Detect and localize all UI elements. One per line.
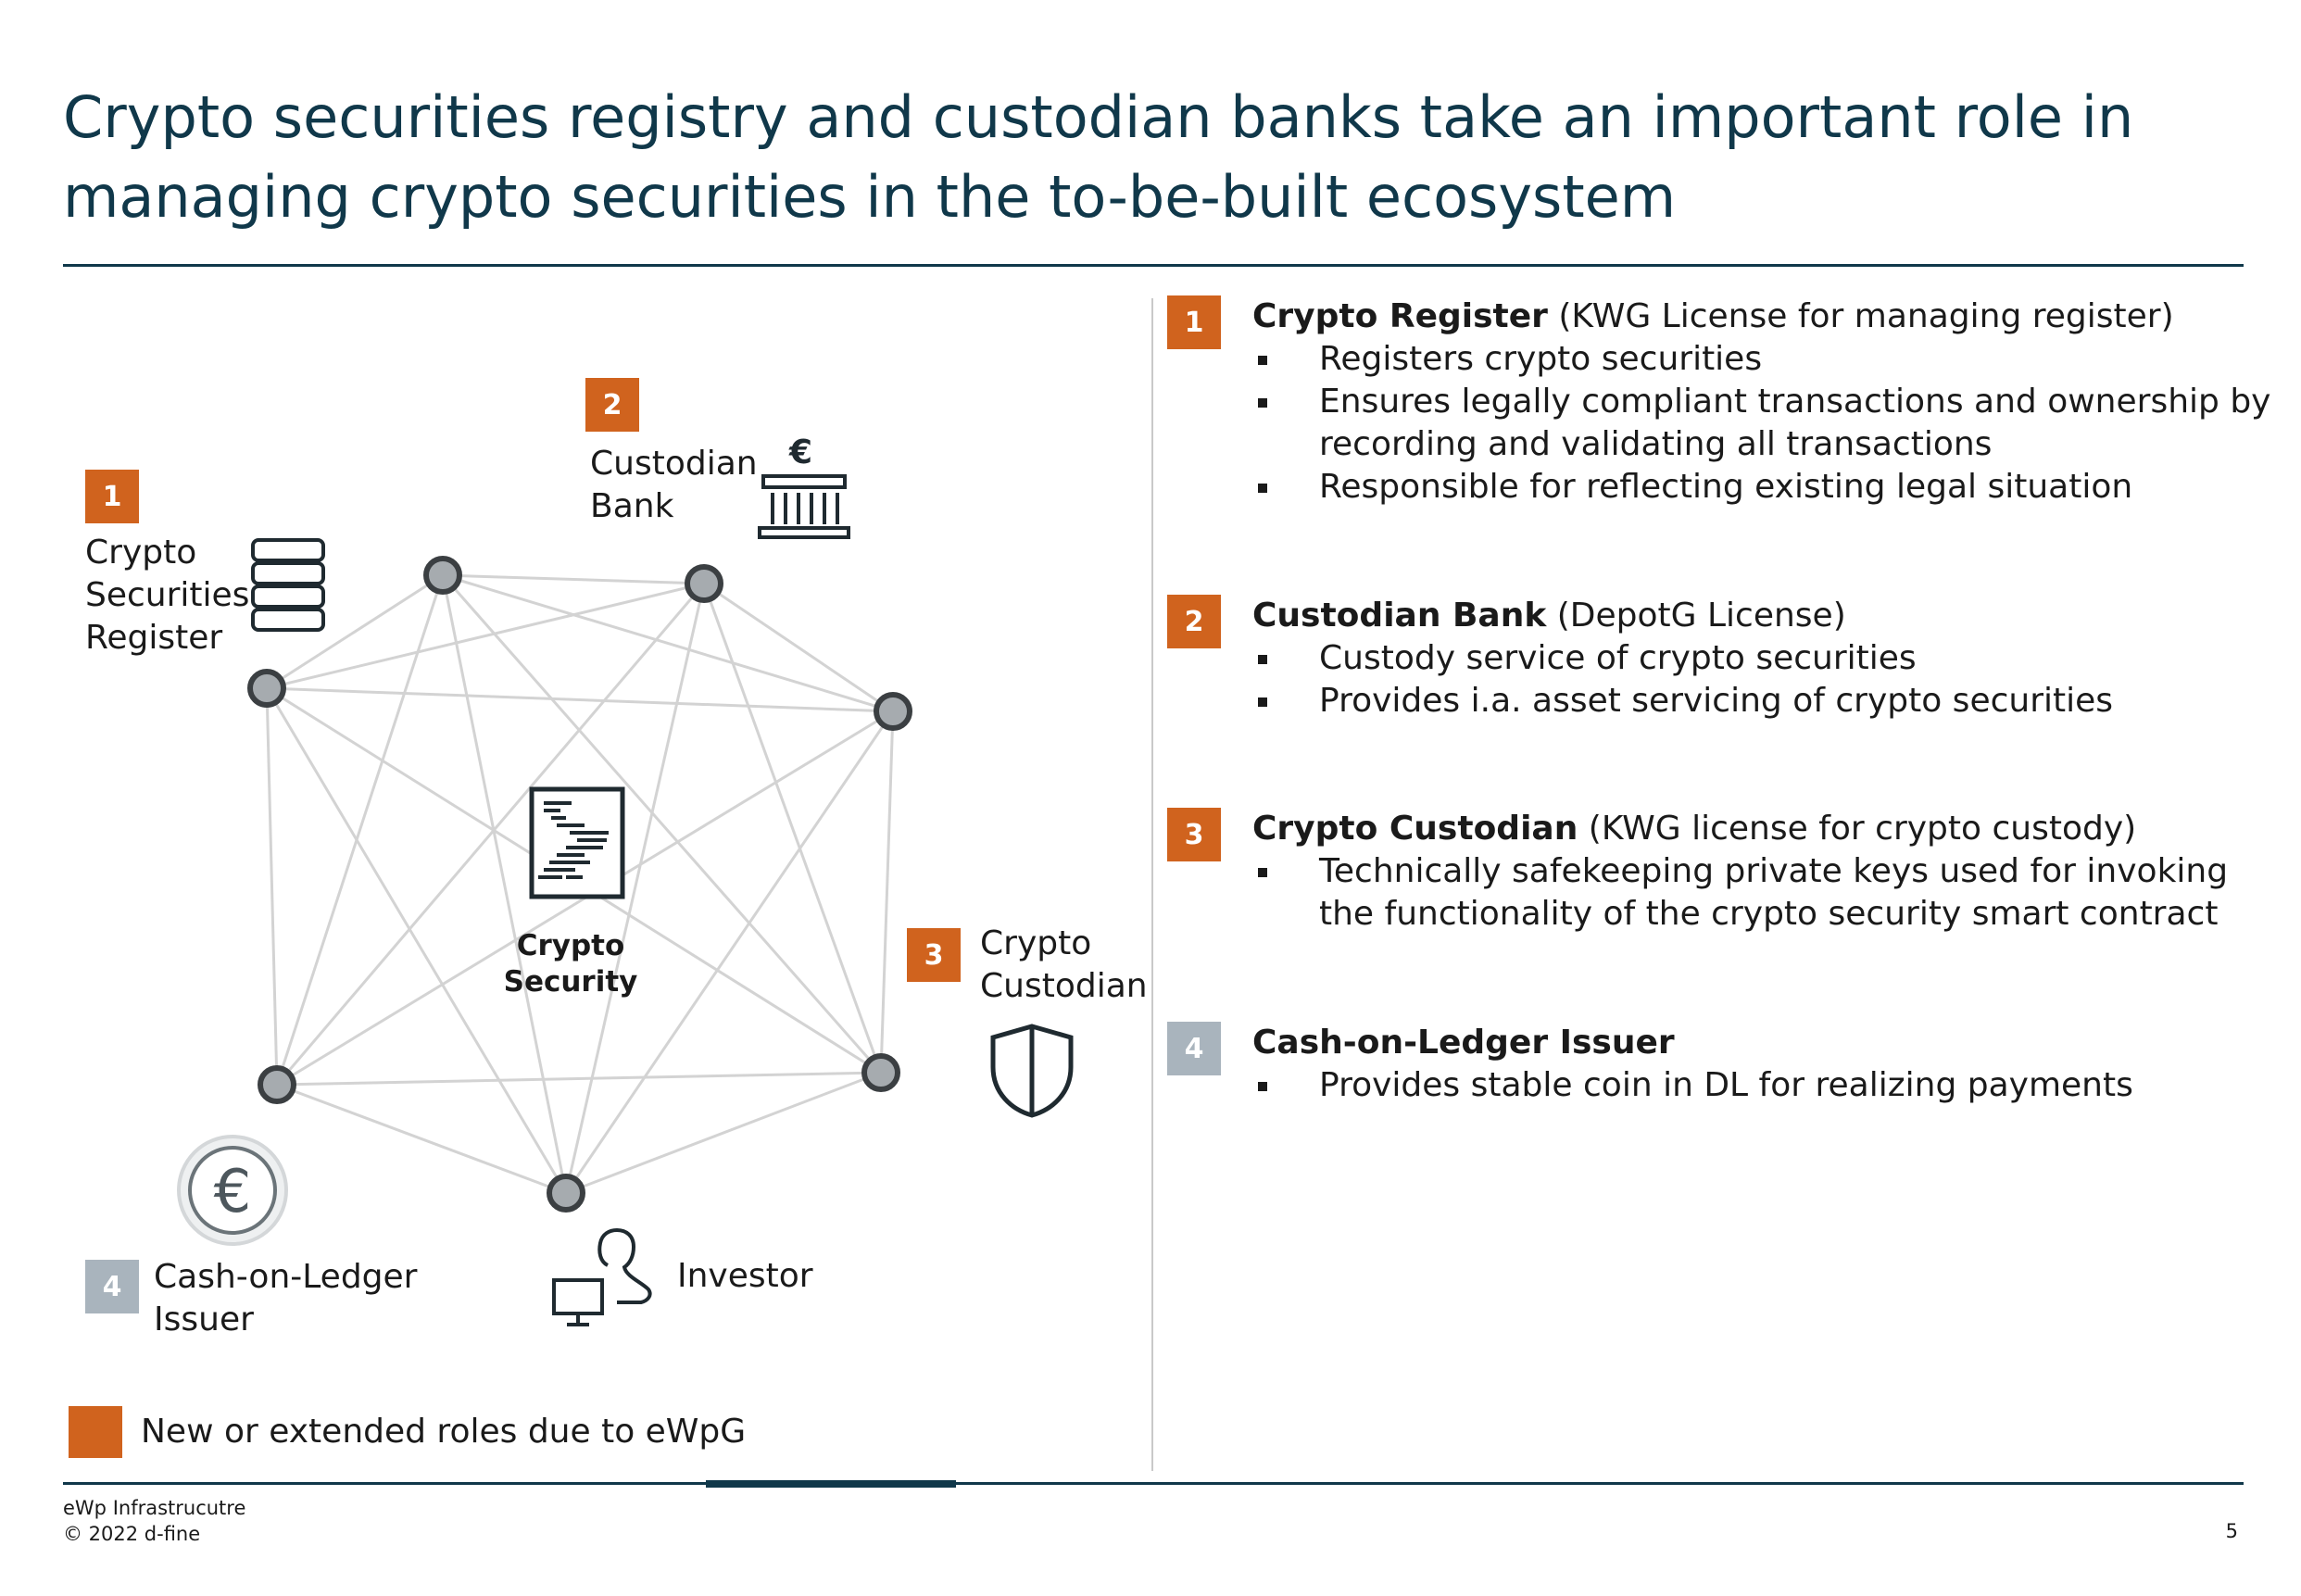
network-edges [265, 573, 895, 1195]
label-crypto-custodian: Crypto Custodian [980, 923, 1148, 1008]
network-node [258, 1065, 296, 1104]
title-line-2: managing crypto securities in the to-be-… [63, 163, 1677, 231]
legend-swatch [69, 1406, 122, 1458]
label-line: Crypto [980, 924, 1092, 962]
role-name: Cash-on-Ledger Issuer [1252, 1024, 1675, 1062]
bullet-item: Responsible for reflecting existing lega… [1252, 466, 2290, 509]
role-heading: Custodian Bank (DepotG License) [1252, 595, 1846, 637]
badge-custodian-bank: 2 [585, 378, 639, 432]
network-edge [564, 583, 706, 1194]
investor-computer-icon [552, 1227, 652, 1326]
label-line: Crypto [85, 534, 197, 572]
vertical-divider [1151, 298, 1153, 1471]
role-qualifier: (KWG License for managing register) [1547, 297, 2174, 335]
bullet-item: Registers crypto securities [1252, 338, 2290, 381]
role-badge: 2 [1167, 595, 1221, 648]
slide-title: Crypto securities registry and custodian… [63, 78, 2194, 237]
network-edge [565, 1071, 882, 1195]
label-line: Investor [677, 1257, 813, 1295]
label-line: Custodian [590, 445, 758, 483]
database-icon [251, 538, 325, 632]
role-bullets: Custody service of crypto securities Pro… [1252, 637, 2290, 723]
footer: eWp Infrastrucutre © 2022 d-fine [63, 1495, 245, 1547]
label-cash-on-ledger-issuer: Cash-on-Ledger Issuer [154, 1256, 417, 1341]
network-edge [564, 710, 895, 1194]
label-line: Custodian [980, 967, 1148, 1005]
footer-line-1: eWp Infrastrucutre [63, 1497, 246, 1519]
network-edge [265, 687, 568, 1194]
network-node [423, 556, 462, 595]
role-bullets: Technically safekeeping private keys use… [1252, 850, 2290, 936]
footer-divider [63, 1482, 2244, 1485]
badge-crypto-securities-register: 1 [85, 470, 139, 523]
shield-icon [990, 1024, 1074, 1118]
network-edge [703, 582, 894, 713]
bullet-item: Provides i.a. asset servicing of crypto … [1252, 680, 2290, 723]
network-diagram [247, 556, 912, 1213]
role-badge: 3 [1167, 808, 1221, 861]
network-edge [265, 687, 279, 1086]
footer-line-2: © 2022 d-fine [63, 1523, 201, 1545]
network-node [547, 1174, 585, 1213]
role-heading: Cash-on-Ledger Issuer [1252, 1022, 1675, 1064]
network-node [861, 1053, 900, 1092]
network-edge [879, 710, 895, 1074]
svg-text:€: € [214, 1158, 252, 1226]
bullet-item: Ensures legally compliant transactions a… [1252, 381, 2290, 466]
role-heading: Crypto Custodian (KWG license for crypto… [1252, 808, 2136, 850]
svg-text:€: € [788, 434, 812, 471]
network-edge [702, 583, 883, 1074]
network-edge [441, 574, 568, 1194]
bullet-item: Custody service of crypto securities [1252, 637, 2290, 680]
network-node [247, 669, 286, 708]
role-name: Crypto Custodian [1252, 810, 1578, 848]
label-investor: Investor [677, 1255, 813, 1298]
progress-accent [706, 1480, 956, 1488]
role-name: Crypto Register [1252, 297, 1548, 335]
badge-cash-on-ledger-issuer: 4 [85, 1260, 139, 1313]
role-badge: 1 [1167, 295, 1221, 349]
role-bullets: Registers crypto securities Ensures lega… [1252, 338, 2290, 509]
bullet-item: Technically safekeeping private keys use… [1252, 850, 2290, 936]
network-edge [266, 686, 894, 713]
label-line: Issuer [154, 1301, 254, 1338]
label-line: Register [85, 619, 223, 657]
network-edge [441, 574, 883, 1074]
role-name: Custodian Bank [1252, 597, 1547, 635]
page-number: 5 [2225, 1520, 2238, 1542]
role-qualifier: (DepotG License) [1546, 597, 1846, 635]
label-custodian-bank: Custodian Bank [590, 443, 758, 528]
network-node [874, 692, 912, 731]
title-line-1: Crypto securities registry and custodian… [63, 83, 2134, 151]
bullet-item: Provides stable coin in DL for realizing… [1252, 1064, 2290, 1107]
network-edge [275, 574, 445, 1086]
label-line: Bank [590, 487, 674, 525]
role-qualifier: (KWG license for crypto custody) [1578, 810, 2137, 848]
network-edge [442, 573, 705, 585]
legend-text: New or extended roles due to eWpG [141, 1413, 747, 1451]
bank-icon: € [758, 434, 850, 539]
label-line: Security [503, 965, 638, 999]
role-heading: Crypto Register (KWG License for managin… [1252, 295, 2174, 338]
label-line: Securities [85, 576, 250, 614]
role-badge: 4 [1167, 1022, 1221, 1075]
network-edge [275, 583, 706, 1086]
network-edge [276, 1071, 882, 1087]
network-edge [442, 573, 894, 713]
network-edge [276, 1083, 567, 1195]
network-edge [266, 582, 705, 690]
network-edge [266, 573, 444, 690]
network-node [685, 564, 723, 603]
label-crypto-security: Crypto Security [478, 928, 663, 1000]
title-divider [63, 264, 2244, 267]
smart-contract-document-icon [529, 786, 625, 899]
label-line: Cash-on-Ledger [154, 1258, 418, 1296]
network-nodes [247, 556, 912, 1213]
euro-coin-icon: € [177, 1135, 288, 1246]
role-bullets: Provides stable coin in DL for realizing… [1252, 1064, 2290, 1107]
label-line: Crypto [516, 929, 625, 962]
label-crypto-securities-register: Crypto Securities Register [85, 532, 249, 660]
badge-crypto-custodian: 3 [907, 928, 961, 982]
